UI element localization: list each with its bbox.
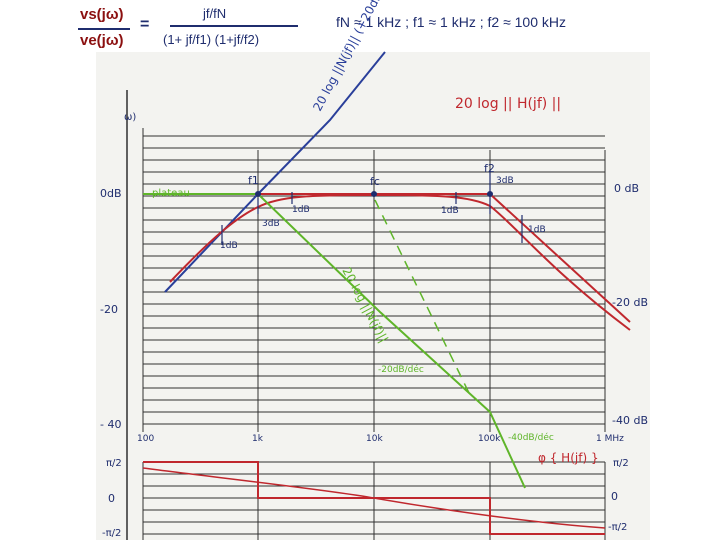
f2-marker-label: f2	[484, 162, 495, 175]
db-left-0: 0dB	[100, 187, 122, 200]
three-db-label-a: 3dB	[262, 219, 280, 229]
phase-left-pi2: π/2	[106, 458, 122, 469]
one-db-label-a: 1dB	[220, 241, 238, 251]
x-tick-100: 100	[137, 434, 154, 444]
phase-grid	[142, 461, 606, 540]
red-curve-title: 20 log || H(jf) ||	[455, 96, 561, 112]
minus-40-db-dec-label: -40dB/déc	[508, 432, 554, 443]
x-tick-1k: 1k	[252, 434, 264, 444]
fraction-bar-right	[170, 25, 298, 27]
paper-sheet	[96, 52, 650, 540]
phase-left-0: 0	[108, 492, 115, 505]
x-tick-100k: 100k	[478, 434, 501, 444]
db-right-0: 0 dB	[614, 182, 639, 195]
one-db-label-c: 1dB	[441, 206, 459, 216]
one-db-label-b: 1dB	[292, 205, 310, 215]
db-left-20: -20	[100, 303, 118, 316]
transfer-denominator: (1+ jf/f1) (1+jf/f2)	[163, 32, 260, 47]
x-tick-10k: 10k	[366, 434, 383, 444]
three-db-label-b: 3dB	[496, 176, 514, 186]
point-f1	[255, 191, 261, 197]
phase-smooth-curve	[142, 467, 606, 529]
phase-right-0: 0	[611, 490, 618, 503]
f1-marker-label: f1	[248, 174, 259, 187]
db-right-20: -20 dB	[612, 296, 648, 309]
db-left-40: - 40	[100, 418, 121, 431]
equals-sign: =	[140, 16, 150, 33]
db-arrows	[221, 170, 523, 245]
ve-label: ve(jω)	[80, 32, 124, 49]
phase-title: φ { H(jf) }	[538, 451, 599, 465]
y-axis-label: ω)	[124, 112, 136, 123]
green-dashed-line	[374, 199, 471, 396]
frequency-definitions: fN ≈ 1 kHz ; f1 ≈ 1 kHz ; f2 ≈ 100 kHz	[336, 14, 567, 30]
one-db-label-d: 1dB	[528, 225, 546, 235]
green-asymptote-curve	[143, 193, 526, 489]
phase-right-minus-pi2: -π/2	[608, 522, 627, 533]
blue-asymptote-curve	[164, 51, 386, 293]
transfer-numerator: jf/fN	[203, 6, 227, 21]
plateau-label: plateau	[152, 188, 190, 199]
red-magnitude-curve	[169, 193, 631, 331]
db-right-40: -40 dB	[612, 414, 648, 427]
point-fc	[371, 191, 377, 197]
phase-left-minus-pi2: -π/2	[102, 528, 121, 539]
vs-label: vs(jω)	[80, 6, 124, 23]
fraction-bar-left	[78, 28, 130, 30]
phase-right-pi2: π/2	[613, 458, 629, 469]
fc-marker-label: fc	[370, 175, 380, 188]
x-tick-1mhz: 1 MHz	[596, 434, 624, 444]
minus-20-db-dec-label: -20dB/déc	[378, 364, 424, 375]
